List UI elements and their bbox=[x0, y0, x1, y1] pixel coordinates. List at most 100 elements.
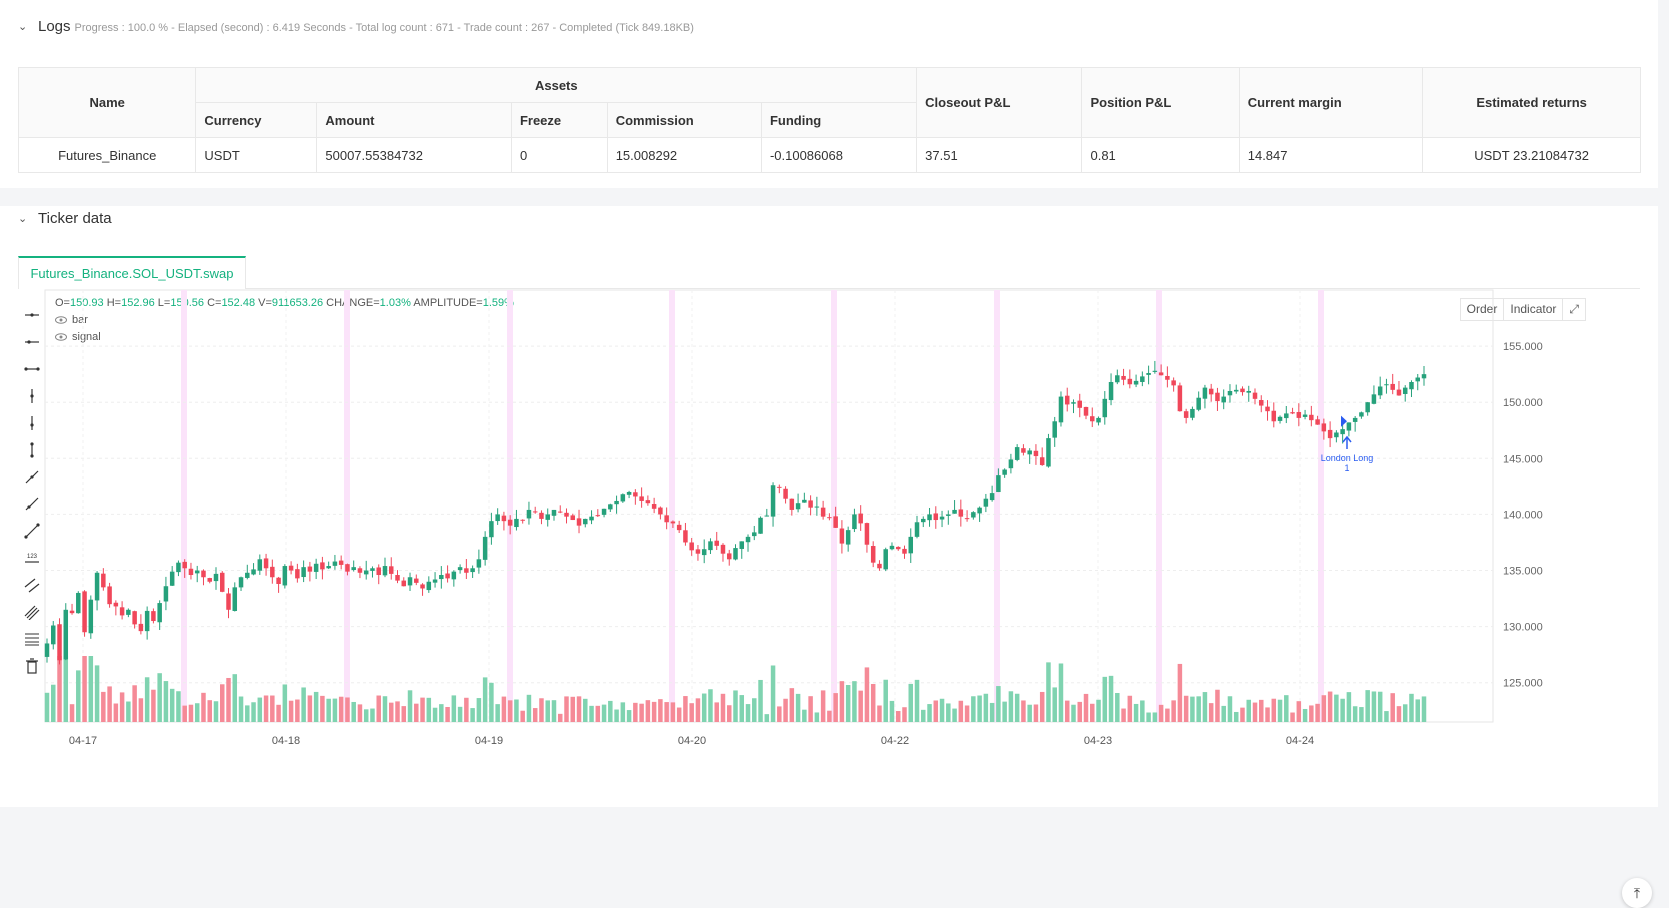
volume-bar bbox=[539, 698, 544, 722]
candle-body bbox=[464, 568, 469, 573]
candle-body bbox=[1396, 389, 1402, 396]
candle-body bbox=[432, 579, 438, 583]
volume-bar bbox=[1058, 663, 1064, 722]
volume-bar bbox=[1352, 706, 1358, 722]
fibonacci-icon[interactable] bbox=[20, 625, 44, 652]
trend-line-icon[interactable] bbox=[20, 463, 44, 490]
eye-icon[interactable] bbox=[55, 333, 67, 341]
volume-bar bbox=[1033, 704, 1039, 722]
candle-body bbox=[758, 517, 763, 534]
candle-body bbox=[388, 566, 394, 574]
candle-body bbox=[63, 609, 69, 660]
candle-body bbox=[639, 496, 644, 501]
volume-bar bbox=[282, 684, 288, 722]
logs-header[interactable]: ⌄ Logs Progress : 100.0 % - Elapsed (sec… bbox=[18, 18, 694, 35]
volume-bar bbox=[320, 695, 325, 722]
vertical-segment-icon[interactable] bbox=[20, 436, 44, 463]
y-tick-label: 130.000 bbox=[1503, 622, 1543, 634]
volume-bar bbox=[132, 685, 137, 722]
vertical-ray-icon[interactable] bbox=[20, 409, 44, 436]
fullscreen-icon[interactable]: ⤢ bbox=[1569, 302, 1579, 316]
volume-bar bbox=[1165, 708, 1170, 722]
legend-bar[interactable]: bar bbox=[55, 314, 88, 326]
candle-body bbox=[1352, 417, 1358, 422]
y-tick-label: 125.000 bbox=[1503, 678, 1543, 690]
price-label-icon[interactable]: 123 bbox=[20, 544, 44, 571]
volume-bar bbox=[983, 693, 989, 722]
candle-body bbox=[752, 532, 757, 537]
cell-currency: USDT bbox=[195, 137, 318, 173]
volume-bar bbox=[1409, 693, 1414, 722]
x-tick-label: 04-22 bbox=[881, 735, 909, 747]
volume-bar bbox=[63, 656, 69, 722]
segment-icon[interactable] bbox=[20, 517, 44, 544]
candle-body bbox=[1133, 380, 1139, 385]
volume-bar bbox=[1121, 708, 1126, 722]
tab-sol-usdt[interactable]: Futures_Binance.SOL_USDT.swap bbox=[18, 256, 246, 289]
open-label: O= bbox=[55, 297, 70, 309]
col-currency: Currency bbox=[195, 102, 318, 138]
trash-icon[interactable] bbox=[20, 652, 44, 679]
x-tick-label: 04-23 bbox=[1084, 735, 1112, 747]
volume-bar bbox=[526, 694, 532, 722]
volume-bar bbox=[1359, 707, 1364, 722]
horizontal-ray-icon[interactable] bbox=[20, 328, 44, 355]
volume-bar bbox=[220, 684, 225, 722]
volume-bar bbox=[845, 685, 851, 722]
change-label: CHANGE= bbox=[326, 297, 380, 309]
volume-bar bbox=[476, 698, 482, 722]
trend-ray-icon[interactable] bbox=[20, 490, 44, 517]
volume-bar bbox=[57, 656, 62, 722]
cell-amount: 50007.55384732 bbox=[316, 137, 512, 173]
candle-body bbox=[952, 509, 957, 514]
candle-body bbox=[1058, 396, 1064, 423]
scroll-to-top-button[interactable]: ⤒ bbox=[1622, 878, 1652, 908]
candle-body bbox=[1039, 457, 1045, 466]
candle-body bbox=[1215, 392, 1220, 402]
vertical-line-icon[interactable] bbox=[20, 382, 44, 409]
candle-body bbox=[363, 570, 369, 575]
chevron-down-icon[interactable]: ⌄ bbox=[18, 213, 28, 225]
candlestick-chart[interactable]: 155.000 150.000 145.000 140.000 135.000 130.0… bbox=[0, 206, 1658, 807]
chevron-down-icon[interactable]: ⌄ bbox=[18, 21, 28, 33]
volume-bar bbox=[1233, 711, 1239, 722]
order-button[interactable]: Order bbox=[1461, 299, 1505, 320]
amplitude-value: 1.59% bbox=[482, 297, 514, 309]
candle-body bbox=[326, 566, 331, 569]
volume-bar bbox=[689, 703, 694, 722]
volume-bar bbox=[1190, 696, 1195, 722]
horizontal-segment-icon[interactable] bbox=[20, 355, 44, 382]
candle-body bbox=[1371, 394, 1377, 404]
candle-body bbox=[864, 523, 870, 545]
ticker-header[interactable]: ⌄ Ticker data bbox=[18, 210, 112, 227]
volume-bar bbox=[1240, 707, 1245, 722]
volume-bar bbox=[752, 698, 757, 722]
candle-body bbox=[964, 518, 970, 520]
x-tick-label: 04-17 bbox=[69, 735, 97, 747]
volume-bar bbox=[1302, 708, 1308, 722]
candle-body bbox=[946, 514, 951, 516]
eye-icon[interactable] bbox=[55, 316, 67, 324]
indicator-button[interactable]: Indicator bbox=[1504, 299, 1564, 320]
volume-bar bbox=[1102, 676, 1108, 722]
pitchfork-icon[interactable] bbox=[20, 598, 44, 625]
candle-body bbox=[1140, 376, 1145, 382]
candle-body bbox=[902, 548, 907, 554]
volume-bar bbox=[1315, 703, 1320, 722]
candle-body bbox=[1108, 382, 1114, 401]
volume-bar bbox=[1227, 696, 1233, 722]
candle-body bbox=[1252, 392, 1258, 399]
candle-body bbox=[1377, 386, 1383, 396]
change-value: 1.03% bbox=[379, 297, 411, 309]
volume-bar bbox=[789, 688, 795, 722]
volume-bar bbox=[758, 679, 763, 722]
volume-bar bbox=[1340, 698, 1345, 722]
close-value: 152.48 bbox=[221, 297, 256, 309]
volume-bar bbox=[432, 707, 438, 722]
volume-bar bbox=[94, 665, 100, 722]
legend-signal[interactable]: signal bbox=[55, 331, 101, 343]
candle-body bbox=[927, 514, 932, 521]
volume-bar bbox=[238, 696, 244, 722]
parallel-channel-icon[interactable] bbox=[20, 571, 44, 598]
horizontal-line-icon[interactable] bbox=[20, 301, 44, 328]
